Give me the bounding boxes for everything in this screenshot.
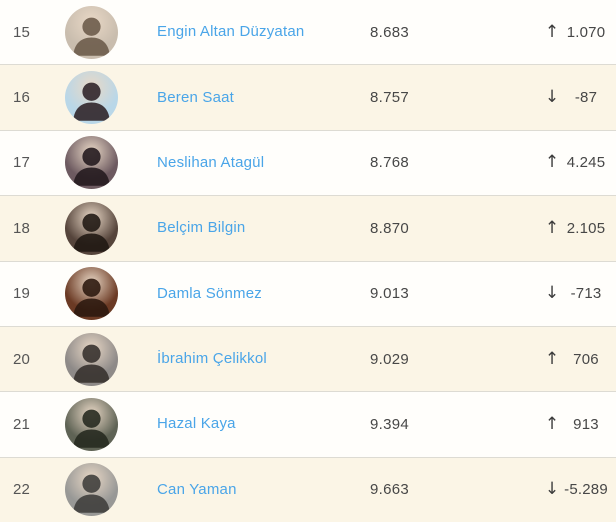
name-cell: Can Yaman	[118, 481, 365, 499]
table-row: 18 Belçim Bilgin 8.870 ↑ 2.105	[0, 195, 616, 261]
avatar[interactable]	[64, 332, 118, 386]
table-row: 17 Neslihan Atagül 8.768 ↑ 4.245	[0, 129, 616, 196]
name-cell: Neslihan Atagül	[118, 154, 365, 172]
name-cell: Damla Sönmez	[118, 285, 365, 303]
name-cell: Engin Altan Düzyatan	[118, 23, 365, 41]
change-cell: ↓ -713	[540, 283, 616, 304]
change-cell: ↑ 913	[540, 413, 616, 434]
avatar[interactable]	[64, 5, 118, 59]
avatar-cell	[64, 136, 118, 190]
table-row: 15 Engin Altan Düzyatan 8.683 ↑ 1.070	[0, 0, 616, 65]
change-value: 1.070	[566, 23, 606, 41]
avatar[interactable]	[64, 71, 118, 125]
change-value: -713	[570, 285, 602, 303]
avatar-cell	[64, 267, 118, 321]
score-value: 8.757	[370, 89, 410, 107]
score-value: 8.768	[370, 154, 410, 172]
down-arrow-icon: ↓	[544, 479, 560, 500]
person-silhouette-icon	[72, 82, 110, 121]
up-arrow-icon: ↑	[544, 21, 560, 42]
rank-number: 20	[13, 350, 31, 368]
actor-name-link[interactable]: İbrahim Çelikkol	[157, 350, 267, 368]
rank-number: 21	[13, 415, 31, 433]
actor-name-link[interactable]: Neslihan Atagül	[157, 153, 265, 171]
score-value: 9.663	[370, 481, 410, 499]
rank-number: 17	[13, 154, 31, 172]
up-arrow-icon: ↑	[544, 413, 560, 434]
change-cell: ↑ 4.245	[540, 152, 616, 173]
table-row: 21 Hazal Kaya 9.394 ↑ 913	[0, 391, 616, 457]
name-cell: Belçim Bilgin	[118, 219, 365, 237]
avatar[interactable]	[64, 397, 118, 451]
avatar-cell	[64, 201, 118, 255]
score-value: 8.870	[370, 219, 410, 237]
person-silhouette-icon	[72, 344, 110, 383]
rank-number: 16	[13, 89, 31, 107]
score-value: 8.683	[370, 23, 410, 41]
person-silhouette-icon	[72, 17, 110, 56]
avatar[interactable]	[64, 136, 118, 190]
up-arrow-icon: ↑	[544, 348, 560, 369]
rank-number: 18	[13, 219, 31, 237]
change-value: 2.105	[566, 219, 606, 237]
name-cell: Beren Saat	[118, 89, 365, 107]
actor-name-link[interactable]: Can Yaman	[157, 480, 237, 498]
person-silhouette-icon	[72, 278, 110, 317]
rank-number: 22	[13, 481, 31, 499]
person-silhouette-icon	[72, 409, 110, 448]
avatar-cell	[64, 332, 118, 386]
score-value: 9.013	[370, 285, 410, 303]
avatar[interactable]	[64, 267, 118, 321]
change-cell: ↓ -5.289	[540, 479, 616, 500]
change-value: 913	[573, 415, 599, 433]
change-cell: ↑ 2.105	[540, 217, 616, 238]
name-cell: Hazal Kaya	[118, 415, 365, 433]
avatar[interactable]	[64, 201, 118, 255]
down-arrow-icon: ↓	[544, 87, 560, 108]
name-cell: İbrahim Çelikkol	[118, 350, 365, 368]
person-silhouette-icon	[72, 148, 110, 187]
avatar-cell	[64, 463, 118, 517]
actor-name-link[interactable]: Belçim Bilgin	[157, 219, 246, 237]
actor-name-link[interactable]: Hazal Kaya	[157, 415, 236, 433]
avatar-cell	[64, 397, 118, 451]
table-row: 19 Damla Sönmez 9.013 ↓ -713	[0, 260, 616, 326]
change-value: -5.289	[564, 481, 608, 499]
score-value: 9.029	[370, 350, 410, 368]
change-value: 706	[573, 350, 599, 368]
person-silhouette-icon	[72, 213, 110, 252]
actor-name-link[interactable]: Damla Sönmez	[157, 284, 262, 302]
table-row: 20 İbrahim Çelikkol 9.029 ↑ 706	[0, 325, 616, 392]
change-value: 4.245	[566, 154, 606, 172]
person-silhouette-icon	[72, 474, 110, 513]
actor-name-link[interactable]: Engin Altan Düzyatan	[157, 23, 305, 41]
avatar-cell	[64, 71, 118, 125]
change-cell: ↓ -87	[540, 87, 616, 108]
avatar[interactable]	[64, 463, 118, 517]
table-row: 22 Can Yaman 9.663 ↓ -5.289	[0, 456, 616, 522]
score-value: 9.394	[370, 415, 410, 433]
down-arrow-icon: ↓	[544, 283, 560, 304]
avatar-cell	[64, 5, 118, 59]
up-arrow-icon: ↑	[544, 152, 560, 173]
change-value: -87	[574, 89, 598, 107]
table-row: 16 Beren Saat 8.757 ↓ -87	[0, 64, 616, 130]
rank-number: 19	[13, 285, 31, 303]
actor-name-link[interactable]: Beren Saat	[157, 88, 235, 106]
up-arrow-icon: ↑	[544, 217, 560, 238]
rank-number: 15	[13, 23, 31, 41]
change-cell: ↑ 1.070	[540, 21, 616, 42]
change-cell: ↑ 706	[540, 348, 616, 369]
